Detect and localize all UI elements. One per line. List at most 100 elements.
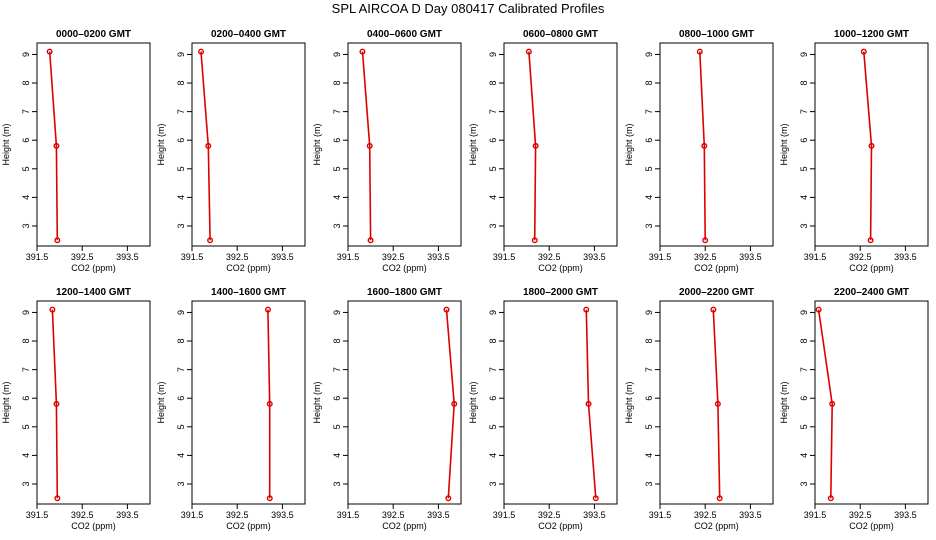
y-tick-label: 8 xyxy=(644,81,654,86)
y-tick-label: 4 xyxy=(176,195,186,200)
y-tick-label: 4 xyxy=(332,453,342,458)
x-axis-label: CO2 (ppm) xyxy=(694,521,739,531)
y-tick-label: 6 xyxy=(799,138,809,143)
y-tick-label: 9 xyxy=(332,310,342,315)
x-tick-label: 392.5 xyxy=(538,510,561,520)
y-tick-label: 3 xyxy=(332,481,342,486)
y-tick-label: 7 xyxy=(332,367,342,372)
data-point xyxy=(53,400,60,407)
data-point xyxy=(366,142,373,149)
x-tick-label: 392.5 xyxy=(382,510,405,520)
y-tick-label: 3 xyxy=(644,481,654,486)
x-tick-label: 392.5 xyxy=(226,252,249,262)
data-point xyxy=(367,237,374,244)
y-tick-label: 8 xyxy=(176,81,186,86)
y-tick-label: 8 xyxy=(644,339,654,344)
y-tick-label: 3 xyxy=(488,223,498,228)
profile-line xyxy=(863,51,873,241)
y-tick-label: 4 xyxy=(644,195,654,200)
x-tick-label: 391.5 xyxy=(337,510,360,520)
y-tick-label: 4 xyxy=(488,195,498,200)
data-point xyxy=(531,237,538,244)
x-tick-label: 391.5 xyxy=(181,252,204,262)
data-point xyxy=(49,306,56,313)
x-tick-label: 392.5 xyxy=(538,252,561,262)
x-tick-label: 393.5 xyxy=(116,252,139,262)
y-tick-label: 3 xyxy=(176,481,186,486)
x-tick-label: 392.5 xyxy=(849,252,872,262)
y-tick-label: 5 xyxy=(21,166,31,171)
plot-frame xyxy=(814,300,929,505)
y-tick-label: 6 xyxy=(332,396,342,401)
y-tick-label: 8 xyxy=(21,81,31,86)
y-axis-label: Height (m) xyxy=(1,123,11,165)
y-tick-label: 6 xyxy=(488,138,498,143)
data-point xyxy=(205,142,212,149)
y-tick-label: 9 xyxy=(799,52,809,57)
y-tick-label: 5 xyxy=(332,424,342,429)
data-point xyxy=(827,495,834,502)
panel-title: 0200–0400 GMT xyxy=(211,29,286,40)
chart-panel: 0800–1000 GMT 391.5 392.5 393.5 3 4 5 6 7 8 9 CO2 (… xyxy=(624,29,774,273)
profile-line xyxy=(200,51,211,241)
y-tick-label: 6 xyxy=(21,396,31,401)
chart-panel: 0400–0600 GMT 391.5 392.5 393.5 3 4 5 6 7 8 9 CO2 (… xyxy=(312,29,462,273)
data-point xyxy=(710,306,717,313)
y-tick-label: 4 xyxy=(799,453,809,458)
data-point xyxy=(266,400,273,407)
y-tick-label: 7 xyxy=(21,367,31,372)
panel-title: 0400–0600 GMT xyxy=(367,29,442,40)
y-tick-label: 5 xyxy=(176,166,186,171)
y-tick-label: 8 xyxy=(488,339,498,344)
x-tick-label: 393.5 xyxy=(583,252,606,262)
x-tick-label: 393.5 xyxy=(894,510,917,520)
y-tick-label: 3 xyxy=(176,223,186,228)
y-tick-label: 9 xyxy=(644,52,654,57)
panel-title: 1600–1800 GMT xyxy=(367,287,442,298)
panel-title: 2200–2400 GMT xyxy=(834,287,909,298)
y-axis-label: Height (m) xyxy=(624,381,634,423)
data-point xyxy=(702,237,709,244)
data-point xyxy=(716,495,723,502)
panel-title: 1000–1200 GMT xyxy=(834,29,909,40)
x-tick-label: 391.5 xyxy=(649,510,672,520)
y-tick-label: 9 xyxy=(21,310,31,315)
y-tick-label: 9 xyxy=(176,310,186,315)
chart-panel: 1600–1800 GMT 391.5 392.5 393.5 3 4 5 6 7 8 9 CO2 (… xyxy=(312,287,462,531)
x-tick-label: 391.5 xyxy=(26,252,49,262)
y-tick-label: 4 xyxy=(644,453,654,458)
y-axis-label: Height (m) xyxy=(468,123,478,165)
chart-panel: 2200–2400 GMT 391.5 392.5 393.5 3 4 5 6 7 8 9 CO2 (… xyxy=(779,287,929,531)
panel-title: 1200–1400 GMT xyxy=(56,287,131,298)
plot-frame xyxy=(503,42,618,247)
plot-frame xyxy=(659,42,774,247)
y-axis-label: Height (m) xyxy=(468,381,478,423)
data-point xyxy=(585,400,592,407)
y-tick-label: 6 xyxy=(176,396,186,401)
data-point xyxy=(207,237,214,244)
x-tick-label: 392.5 xyxy=(382,252,405,262)
data-point xyxy=(46,48,53,55)
x-tick-label: 392.5 xyxy=(849,510,872,520)
data-point xyxy=(532,142,539,149)
chart-panel: 0200–0400 GMT 391.5 392.5 393.5 3 4 5 6 7 8 9 CO2 (… xyxy=(156,29,306,273)
y-tick-label: 5 xyxy=(644,424,654,429)
profile-line xyxy=(445,309,456,499)
x-axis-label: CO2 (ppm) xyxy=(694,263,739,273)
profile-line xyxy=(528,51,537,241)
profile-line xyxy=(712,309,721,499)
y-tick-label: 3 xyxy=(644,223,654,228)
y-axis-label: Height (m) xyxy=(156,123,166,165)
x-axis-label: CO2 (ppm) xyxy=(538,521,583,531)
data-point xyxy=(696,48,703,55)
panel-title: 0600–0800 GMT xyxy=(523,29,598,40)
x-axis-label: CO2 (ppm) xyxy=(538,263,583,273)
chart-panel: 2000–2200 GMT 391.5 392.5 393.5 3 4 5 6 7 8 9 CO2 (… xyxy=(624,287,774,531)
x-axis-label: CO2 (ppm) xyxy=(71,263,116,273)
x-tick-label: 392.5 xyxy=(694,252,717,262)
y-tick-label: 4 xyxy=(332,195,342,200)
x-tick-label: 391.5 xyxy=(804,510,827,520)
data-point xyxy=(54,495,61,502)
y-tick-label: 5 xyxy=(488,424,498,429)
x-axis-label: CO2 (ppm) xyxy=(382,521,427,531)
